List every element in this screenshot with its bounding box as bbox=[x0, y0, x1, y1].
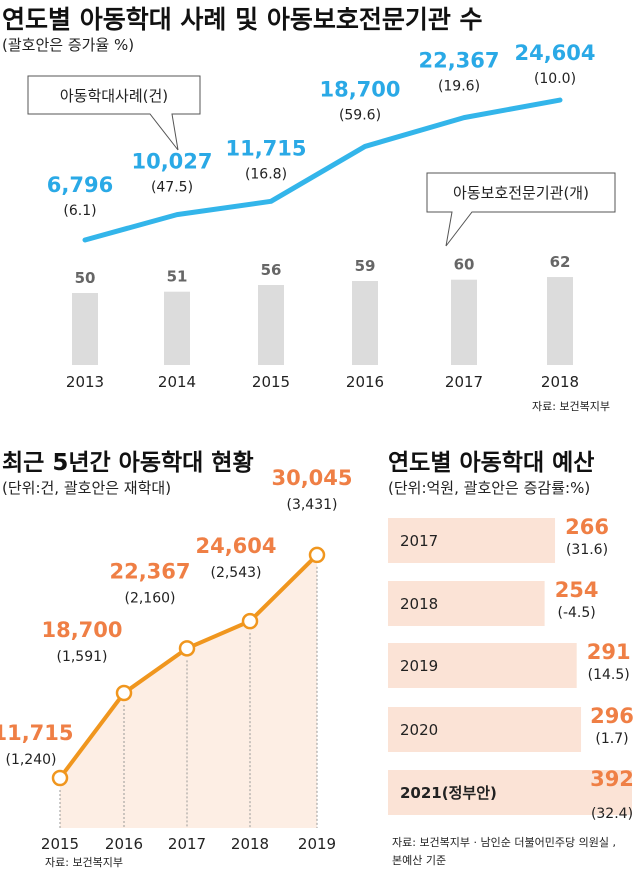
bar-year: 2020 bbox=[400, 721, 438, 739]
point-label: 18,700 bbox=[41, 618, 122, 642]
point-label: 11,715 bbox=[0, 721, 74, 745]
chart3: 2017 266 (31.6) 2018 254 (-4.5) 2019 291 (14.5) 2… bbox=[388, 515, 634, 822]
budget-bar bbox=[388, 518, 556, 563]
x-tick: 2014 bbox=[158, 373, 196, 391]
bar-label: 60 bbox=[454, 256, 475, 274]
point-label: 24,604 bbox=[195, 534, 276, 558]
change-label: (1.7) bbox=[595, 731, 628, 747]
chart1-subtitle: (괄호안은 증가율 %) bbox=[2, 36, 134, 54]
bar-label: 59 bbox=[355, 257, 376, 275]
legend-callout-centers: 아동보호전문기관(개) bbox=[426, 172, 616, 247]
repeat-label: (1,591) bbox=[56, 649, 107, 665]
bar-centers bbox=[164, 291, 190, 365]
x-tick: 2017 bbox=[168, 835, 206, 853]
growth-label: (16.8) bbox=[245, 166, 287, 182]
chart3-subtitle: (단위:억원, 괄호안은 증감률:%) bbox=[388, 479, 590, 497]
point-label: 24,604 bbox=[514, 41, 595, 65]
bar-label: 51 bbox=[167, 268, 188, 286]
change-label: (-4.5) bbox=[557, 605, 595, 621]
bar-centers bbox=[72, 293, 98, 365]
bar-label: 62 bbox=[550, 253, 571, 271]
bar-label: 56 bbox=[261, 261, 282, 279]
chart3-source-1: 자료: 보건복지부 · 남인순 더불어민주당 의원실 , bbox=[392, 836, 616, 849]
chart1-source: 자료: 보건복지부 bbox=[532, 400, 610, 413]
bar-year: 2018 bbox=[400, 595, 438, 613]
budget-bar bbox=[388, 707, 582, 752]
chart2-subtitle: (단위:건, 괄호안은 재학대) bbox=[2, 479, 171, 497]
budget-bar bbox=[388, 581, 545, 626]
legend-centers: 아동보호전문기관(개) bbox=[453, 184, 589, 202]
change-label: (32.4) bbox=[591, 806, 633, 822]
bar-centers bbox=[352, 281, 378, 365]
bar-year: 2019 bbox=[400, 657, 438, 675]
chart2-source: 자료: 보건복지부 bbox=[45, 856, 123, 869]
bar-year: 2017 bbox=[400, 532, 438, 550]
growth-label: (47.5) bbox=[151, 180, 193, 196]
budget-value: 291 bbox=[587, 640, 631, 664]
x-tick: 2016 bbox=[346, 373, 384, 391]
bar-centers bbox=[258, 285, 284, 365]
chart2: 2015 2016 2017 2018 201911,715(1,240)18,700(… bbox=[0, 466, 353, 853]
chart3-source-2: 본예산 기준 bbox=[392, 854, 446, 867]
chart1-title: 연도별 아동학대 사례 및 아동보호전문기관 수 bbox=[2, 5, 483, 34]
data-point bbox=[115, 684, 133, 702]
bar-centers bbox=[547, 277, 573, 365]
growth-label: (59.6) bbox=[339, 107, 381, 123]
point-label: 11,715 bbox=[225, 136, 306, 160]
repeat-label: (1,240) bbox=[5, 752, 56, 768]
x-tick: 2018 bbox=[231, 835, 269, 853]
x-tick: 2015 bbox=[252, 373, 290, 391]
point-label: 6,796 bbox=[47, 173, 113, 197]
data-point bbox=[241, 612, 259, 630]
x-tick: 2016 bbox=[105, 835, 143, 853]
x-tick: 2015 bbox=[41, 835, 79, 853]
data-point bbox=[308, 546, 326, 564]
point-label: 22,367 bbox=[109, 559, 190, 583]
chart2-title: 최근 5년간 아동학대 현황 bbox=[2, 450, 254, 476]
budget-value: 254 bbox=[555, 578, 599, 602]
point-label: 18,700 bbox=[319, 77, 400, 101]
budget-bar bbox=[388, 770, 632, 815]
x-tick: 2018 bbox=[541, 373, 579, 391]
point-label: 22,367 bbox=[418, 49, 499, 73]
budget-value: 392 bbox=[590, 767, 634, 791]
budget-value: 296 bbox=[590, 704, 634, 728]
bar-year: 2021(정부안) bbox=[400, 784, 497, 802]
repeat-label: (3,431) bbox=[286, 497, 337, 513]
point-label: 10,027 bbox=[131, 150, 212, 174]
budget-value: 266 bbox=[565, 515, 609, 539]
x-tick: 2017 bbox=[445, 373, 483, 391]
growth-label: (6.1) bbox=[63, 203, 96, 219]
legend-cases: 아동학대사례(건) bbox=[60, 87, 168, 105]
line-cases bbox=[82, 97, 563, 243]
chart1: 50 2013 51 2014 56 2015 59 2016 60 2017 62 2018 6,79… bbox=[47, 41, 596, 391]
change-label: (14.5) bbox=[588, 667, 630, 683]
repeat-label: (2,160) bbox=[124, 590, 175, 606]
data-point bbox=[51, 769, 69, 787]
change-label: (31.6) bbox=[566, 542, 608, 558]
growth-label: (19.6) bbox=[438, 79, 480, 95]
data-point bbox=[178, 640, 196, 657]
bar-centers bbox=[451, 279, 477, 365]
x-tick: 2013 bbox=[66, 373, 104, 391]
area-fill bbox=[60, 554, 317, 828]
repeat-label: (2,543) bbox=[210, 565, 261, 581]
x-tick: 2019 bbox=[298, 835, 336, 853]
budget-bar bbox=[388, 643, 577, 688]
bar-label: 50 bbox=[75, 269, 96, 287]
point-label: 30,045 bbox=[271, 466, 352, 490]
legend-callout-cases: 아동학대사례(건) bbox=[27, 75, 201, 151]
chart3-title: 연도별 아동학대 예산 bbox=[388, 450, 594, 476]
growth-label: (10.0) bbox=[534, 71, 576, 87]
